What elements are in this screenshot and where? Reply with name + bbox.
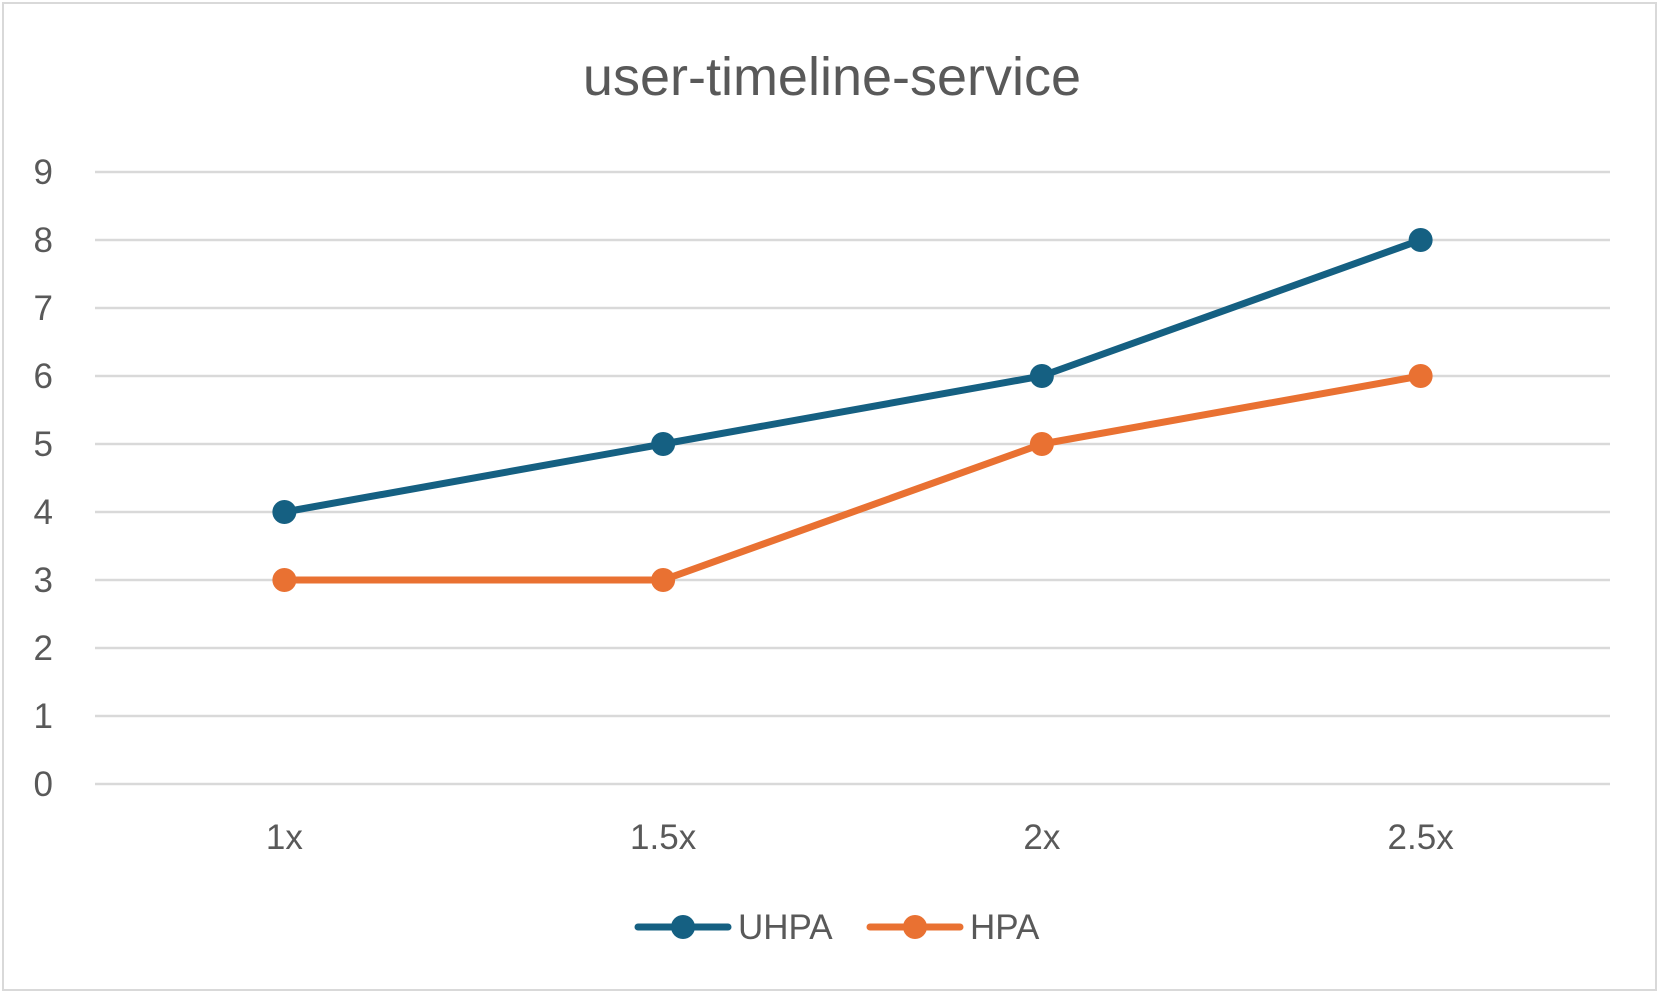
legend-item-uhpa: UHPA	[634, 908, 833, 947]
y-tick-label: 2	[34, 629, 53, 668]
y-tick-label: 7	[34, 289, 53, 328]
x-tick-label: 2x	[1023, 818, 1060, 857]
series-line-uhpa	[280, 236, 1425, 516]
data-point-uhpa	[272, 500, 297, 524]
legend-item-hpa: HPA	[866, 908, 1040, 947]
series-lines	[272, 228, 1433, 592]
x-tick-label: 1x	[266, 818, 303, 857]
x-tick-label: 2.5x	[1388, 818, 1455, 857]
series-uhpa	[272, 228, 1433, 524]
y-tick-label: 1	[34, 697, 53, 736]
y-axis-tick-labels: 0 1 2 3 4 5 6 7 8 9	[34, 153, 53, 804]
series-line-hpa	[280, 372, 1425, 584]
gridlines	[95, 170, 1610, 786]
chart-title: user-timeline-service	[583, 47, 1081, 107]
legend-marker	[671, 915, 695, 939]
data-point-hpa	[1029, 432, 1054, 456]
data-point-hpa	[651, 568, 676, 592]
x-tick-label: 1.5x	[630, 818, 697, 857]
y-tick-label: 9	[34, 153, 53, 192]
y-tick-label: 6	[34, 357, 53, 396]
data-point-uhpa	[1408, 228, 1433, 252]
legend-label: UHPA	[738, 908, 833, 947]
legend: UHPA HPA	[634, 908, 1040, 947]
data-point-hpa	[1408, 364, 1433, 388]
data-point-uhpa	[1029, 364, 1054, 388]
legend-label: HPA	[970, 908, 1040, 947]
legend-marker	[903, 915, 927, 939]
y-tick-label: 3	[34, 561, 53, 600]
y-tick-label: 4	[34, 493, 53, 532]
x-axis-tick-labels: 1x 1.5x 2x 2.5x	[266, 818, 1454, 857]
y-tick-label: 0	[34, 765, 53, 804]
data-point-uhpa	[651, 432, 676, 456]
y-tick-label: 5	[34, 425, 53, 464]
data-point-hpa	[272, 568, 297, 592]
series-hpa	[272, 364, 1433, 592]
y-tick-label: 8	[34, 221, 53, 260]
